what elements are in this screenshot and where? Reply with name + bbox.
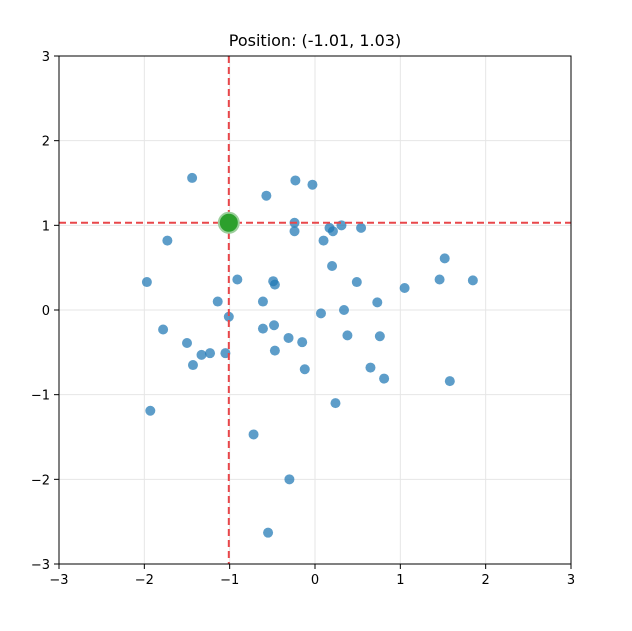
data-points — [141, 172, 478, 538]
y-tick-label: 0 — [42, 304, 50, 319]
scatter-point — [269, 279, 280, 290]
x-tick-label: −2 — [135, 573, 154, 588]
scatter-point — [145, 405, 156, 416]
y-tick-label: −2 — [31, 473, 50, 488]
scatter-point — [434, 274, 445, 285]
scatter-point — [261, 190, 272, 201]
scatter-point — [327, 226, 338, 237]
scatter-point — [269, 320, 280, 331]
grid — [58, 55, 572, 565]
scatter-point — [141, 277, 152, 288]
scatter-point — [248, 429, 259, 440]
x-tick-label: 3 — [567, 573, 575, 588]
x-tick-label: −1 — [220, 573, 239, 588]
x-tick-label: 0 — [311, 573, 319, 588]
y-tick-label: 3 — [42, 50, 50, 65]
scatter-point — [232, 274, 243, 285]
scatter-point — [257, 296, 268, 307]
y-tick-label: −3 — [31, 558, 50, 573]
chart-title: Position: (-1.01, 1.03) — [229, 31, 401, 50]
scatter-point — [187, 360, 198, 371]
scatter-point — [182, 338, 192, 349]
scatter-point — [162, 235, 173, 246]
scatter-point — [212, 296, 223, 307]
scatter-point — [372, 297, 383, 308]
scatter-point — [330, 398, 341, 409]
scatter-point — [284, 474, 295, 485]
scatter-point — [290, 175, 301, 186]
scatter-point — [257, 323, 268, 334]
scatter-point — [439, 253, 450, 264]
scatter-point — [196, 349, 207, 360]
position-marker[interactable] — [217, 211, 240, 234]
scatter-point — [205, 348, 216, 359]
scatter-point — [158, 324, 169, 335]
scatter-point — [299, 364, 310, 375]
y-tick-label: 1 — [42, 219, 50, 234]
axis-ticks: −3 −2 −1 0 1 2 3 −3 −2 −1 0 1 2 3 — [31, 50, 575, 588]
scatter-point — [444, 376, 455, 387]
scatter-point — [269, 345, 280, 356]
scatter-point — [399, 282, 410, 293]
scatter-point — [327, 260, 338, 271]
scatter-point — [307, 179, 318, 190]
scatter-point — [289, 226, 300, 237]
scatter-point — [342, 330, 353, 341]
scatter-point — [263, 527, 274, 538]
scatter-point — [223, 311, 234, 322]
scatter-point — [356, 222, 367, 233]
scatter-point — [351, 277, 362, 288]
scatter-point — [297, 337, 308, 348]
y-tick-label: −1 — [31, 389, 50, 404]
scatter-point — [187, 172, 198, 183]
y-tick-label: 2 — [42, 135, 50, 150]
position-marker-layer[interactable] — [217, 211, 240, 234]
scatter-point — [283, 332, 294, 343]
scatter-point — [339, 305, 350, 315]
scatter-point — [318, 235, 329, 246]
x-tick-label: 2 — [482, 573, 490, 588]
crosshair — [59, 56, 571, 564]
scatter-point — [379, 373, 390, 384]
scatter-point — [374, 331, 385, 342]
scatter-point — [365, 362, 376, 373]
x-tick-label: 1 — [396, 573, 404, 588]
x-tick-label: −3 — [49, 573, 68, 588]
scatter-point — [315, 308, 326, 319]
scatter-point — [467, 275, 478, 286]
